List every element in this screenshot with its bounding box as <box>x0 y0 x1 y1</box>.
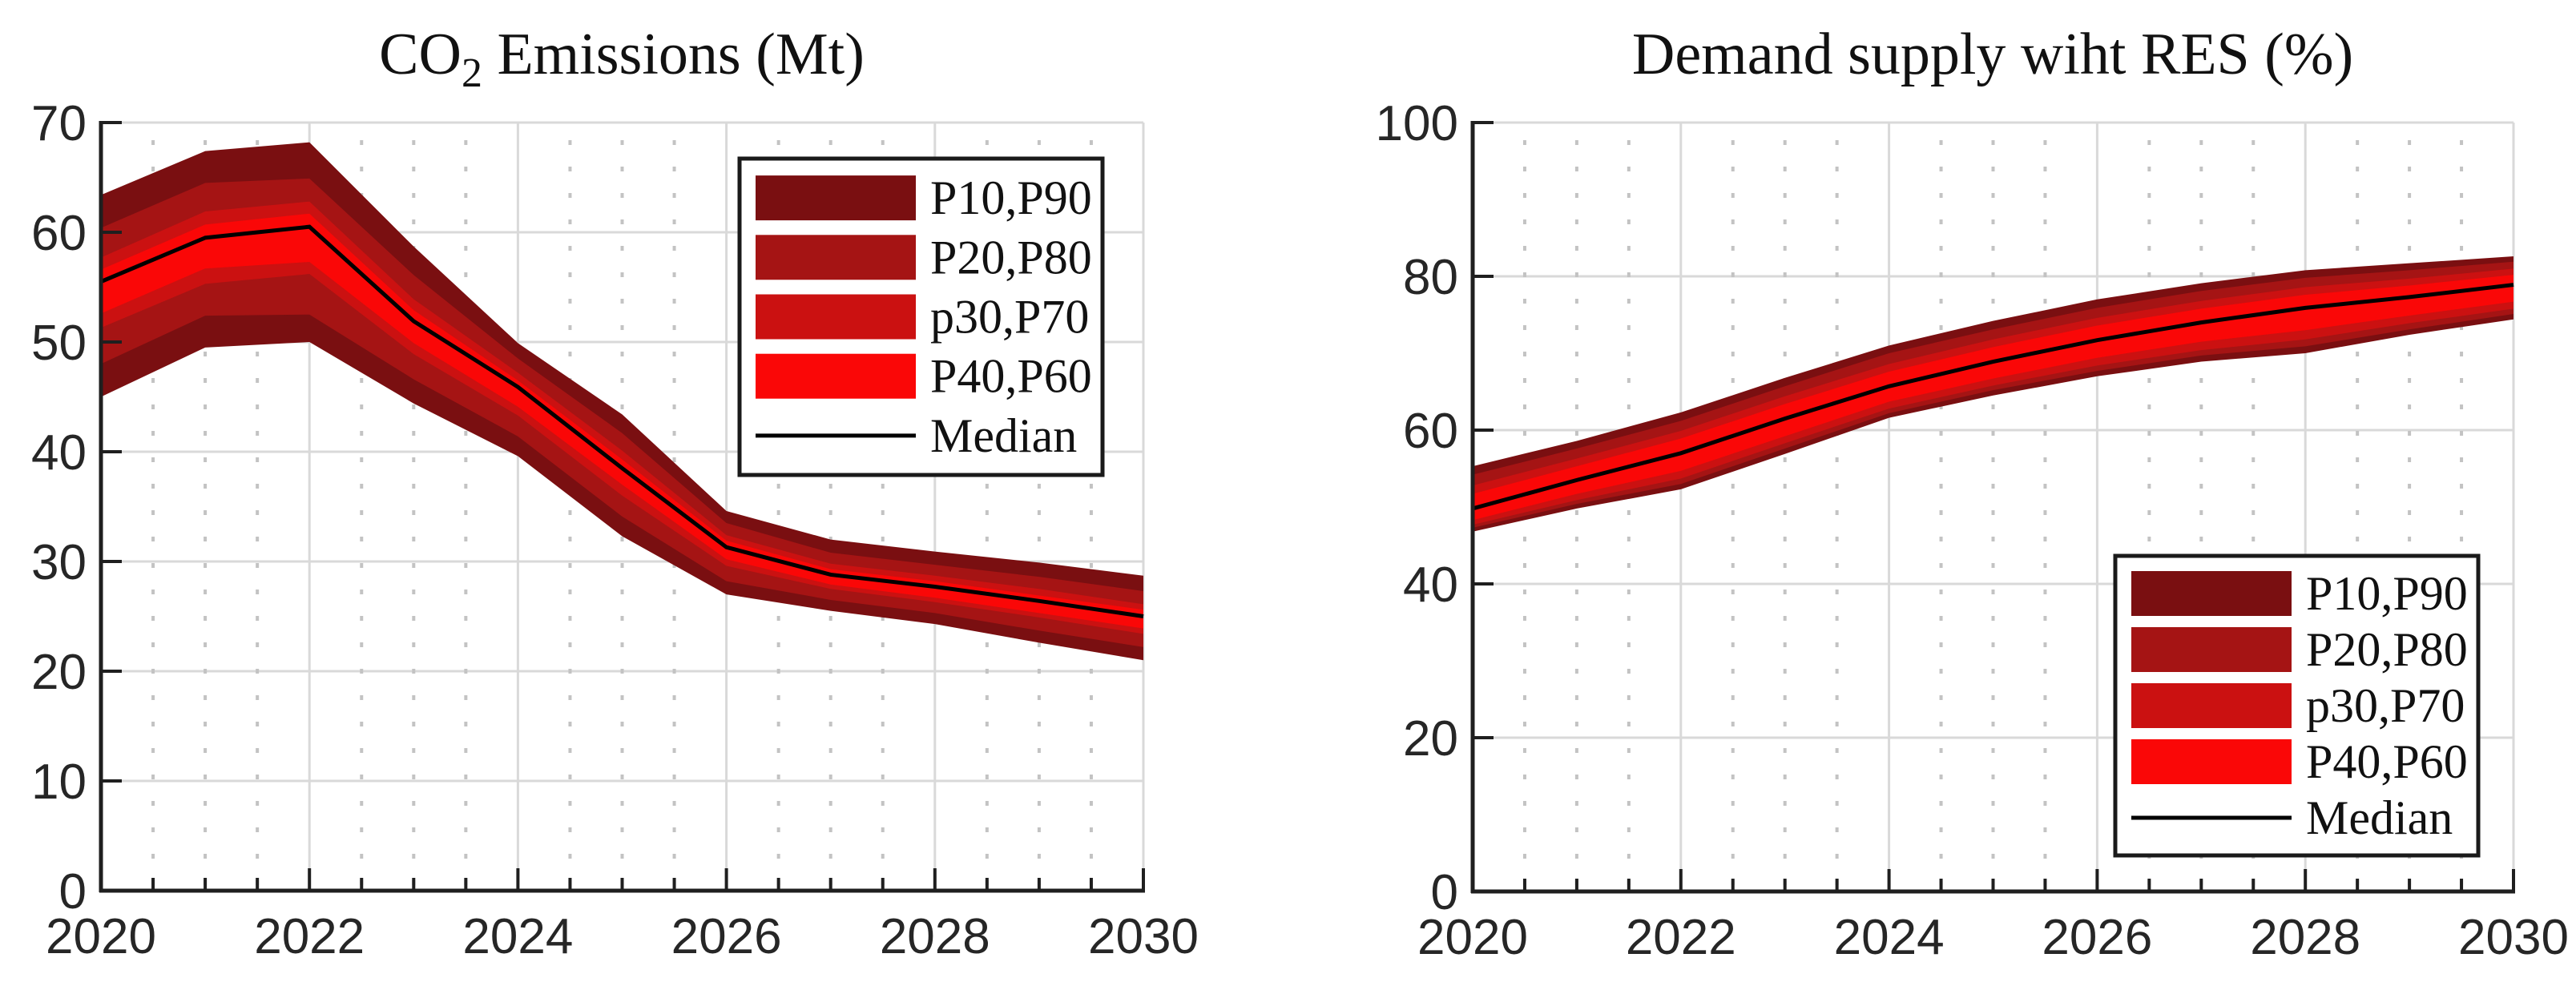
legend-label: p30,P70 <box>2306 679 2465 732</box>
y-tick-label: 0 <box>59 864 87 920</box>
band-p40-p60 <box>1473 275 2514 521</box>
y-tick-label: 40 <box>31 425 87 481</box>
median-line <box>1472 283 2514 511</box>
legend-label: P40,P60 <box>930 350 1092 403</box>
x-tick-label: 2020 <box>1417 910 1528 965</box>
right-chart-title: Demand supply wiht RES (%) <box>1632 22 2353 87</box>
legend-swatch <box>756 235 916 280</box>
x-tick-label: 2030 <box>2458 910 2569 965</box>
legend-swatch <box>2131 571 2292 616</box>
legend-label: P10,P90 <box>930 171 1092 224</box>
x-tick-label: 2020 <box>46 909 156 964</box>
legend-label: P10,P90 <box>2306 567 2468 620</box>
x-tick-label: 2026 <box>2042 910 2152 965</box>
legend-swatch <box>756 294 916 340</box>
legend-swatch <box>756 353 916 399</box>
legend-swatch <box>2131 739 2292 784</box>
legend-label: Median <box>930 409 1077 462</box>
legend-label: p30,P70 <box>930 291 1089 344</box>
legend-swatch <box>756 175 916 221</box>
x-tick-label: 2024 <box>462 909 573 964</box>
y-tick-label: 50 <box>31 316 87 371</box>
y-tick-label: 20 <box>1403 711 1458 767</box>
band-p40-p60 <box>101 213 1143 629</box>
y-tick-label: 70 <box>31 96 87 151</box>
legend-label: P20,P80 <box>2306 623 2468 676</box>
x-tick-label: 2026 <box>671 909 782 964</box>
legend-swatch <box>2131 683 2292 728</box>
median-line <box>100 224 1144 618</box>
y-tick-label: 10 <box>31 755 87 810</box>
x-tick-label: 2022 <box>1626 910 1736 965</box>
y-tick-label: 60 <box>31 206 87 261</box>
legend-label: P40,P60 <box>2306 735 2468 788</box>
y-tick-label: 20 <box>31 645 87 700</box>
y-tick-label: 60 <box>1403 404 1458 459</box>
y-tick-label: 80 <box>1403 250 1458 305</box>
res-demand-chart: 0 20 40 60 80 100 2020 2022 2024 2026 2028 2030 P10,… <box>1376 96 2569 965</box>
x-tick-label: 2024 <box>1834 910 1945 965</box>
y-tick-label: 30 <box>31 535 87 590</box>
legend-swatch <box>2131 627 2292 672</box>
y-tick-label: 100 <box>1376 96 1458 151</box>
x-tick-label: 2028 <box>2250 910 2360 965</box>
y-tick-label: 0 <box>1431 865 1458 920</box>
left-chart-title: CO2 Emissions (Mt) <box>379 22 865 96</box>
x-tick-label: 2028 <box>880 909 990 964</box>
legend-label: Median <box>2306 791 2453 844</box>
x-tick-label: 2030 <box>1088 909 1199 964</box>
legend-label: P20,P80 <box>930 231 1092 284</box>
band-p30-p70 <box>101 201 1143 634</box>
y-tick-label: 40 <box>1403 557 1458 613</box>
x-tick-label: 2022 <box>254 909 365 964</box>
